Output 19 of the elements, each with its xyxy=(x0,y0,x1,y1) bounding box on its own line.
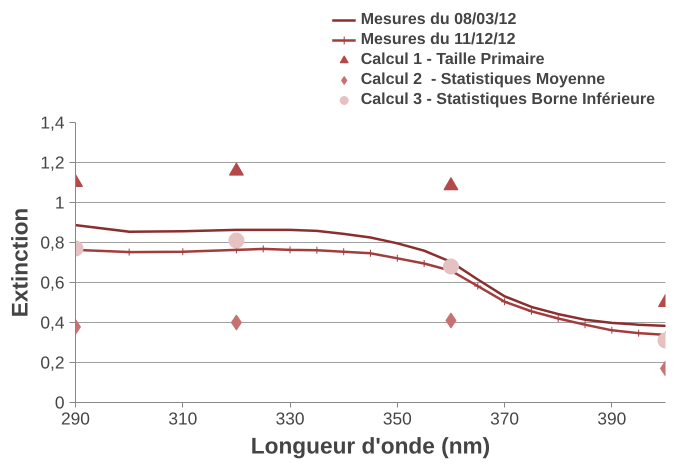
y-tick-label: 0,4 xyxy=(40,312,65,332)
legend-label: Mesures du 11/12/12 xyxy=(360,31,516,49)
x-tick-label: 390 xyxy=(597,408,626,428)
y-tick-label: 0,2 xyxy=(40,352,65,372)
y-tick-label: 1 xyxy=(54,192,65,212)
legend-label: Calcul 1 - Taille Primaire xyxy=(360,51,544,69)
y-tick-label: 0,8 xyxy=(40,232,65,252)
legend-label: Calcul 3 - Statistiques Borne Inférieure xyxy=(360,91,655,109)
x-tick-label: 350 xyxy=(382,408,412,428)
x-axis-title: Longueur d'onde (nm) xyxy=(250,432,490,458)
x-tick-label: 310 xyxy=(168,408,198,428)
y-tick-label: 0,6 xyxy=(40,272,65,292)
y-axis-title: Extinction xyxy=(6,208,32,318)
x-tick-label: 370 xyxy=(490,408,520,428)
x-tick-label: 330 xyxy=(276,408,305,428)
y-tick-label: 1,4 xyxy=(40,112,65,132)
legend-label: Mesures du 08/03/12 xyxy=(360,11,516,29)
y-tick-label: 1,2 xyxy=(40,152,65,172)
legend-label: Calcul 2 - Statistiques Moyenne xyxy=(360,71,606,89)
